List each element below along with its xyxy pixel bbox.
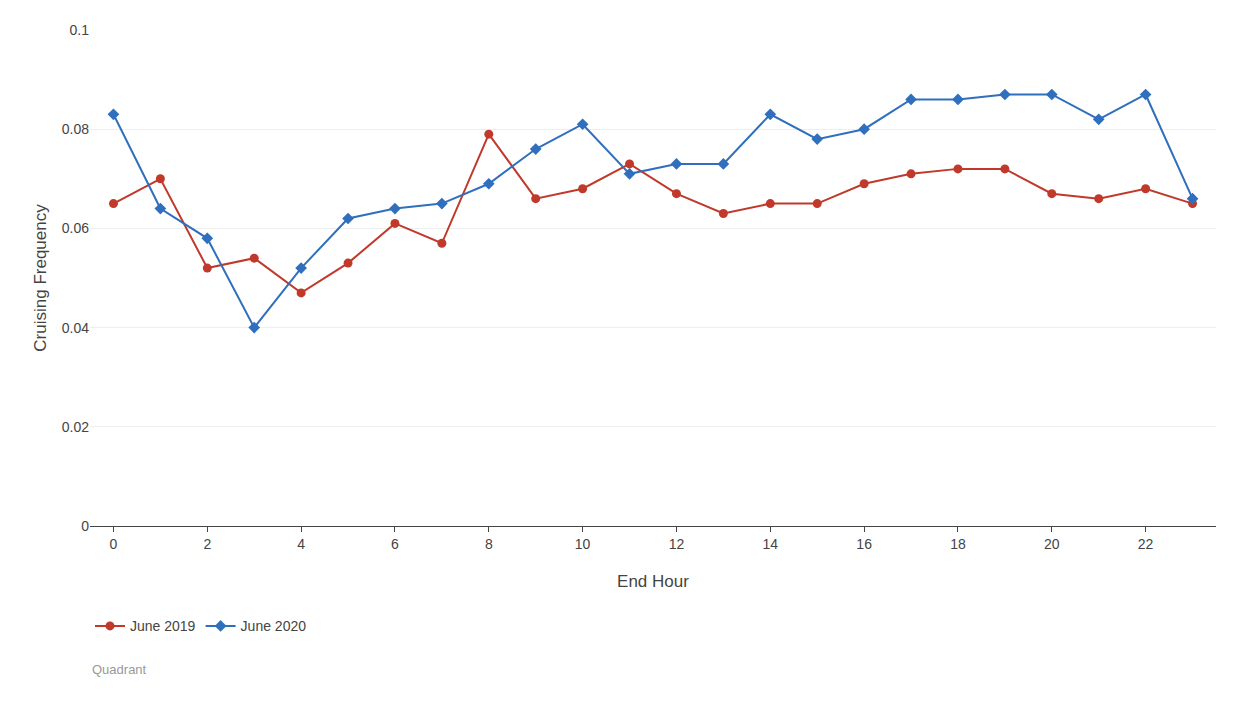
svg-text:0.04: 0.04 <box>62 320 89 336</box>
svg-text:20: 20 <box>1044 536 1060 552</box>
svg-text:June 2020: June 2020 <box>241 618 307 634</box>
svg-text:8: 8 <box>485 536 493 552</box>
svg-text:Cruising Frequency: Cruising Frequency <box>31 204 50 352</box>
svg-text:End Hour: End Hour <box>617 572 689 591</box>
svg-text:10: 10 <box>575 536 591 552</box>
svg-text:14: 14 <box>763 536 779 552</box>
svg-text:0.08: 0.08 <box>62 121 89 137</box>
svg-text:Quadrant: Quadrant <box>92 662 147 677</box>
svg-text:0.1: 0.1 <box>70 22 90 38</box>
svg-text:18: 18 <box>950 536 966 552</box>
svg-text:22: 22 <box>1138 536 1154 552</box>
svg-text:0.06: 0.06 <box>62 220 89 236</box>
svg-text:June 2019: June 2019 <box>130 618 196 634</box>
svg-text:0.02: 0.02 <box>62 419 89 435</box>
svg-text:12: 12 <box>669 536 685 552</box>
svg-text:0: 0 <box>81 518 89 534</box>
svg-text:0: 0 <box>110 536 118 552</box>
svg-text:6: 6 <box>391 536 399 552</box>
svg-text:16: 16 <box>856 536 872 552</box>
svg-text:2: 2 <box>203 536 211 552</box>
svg-text:4: 4 <box>297 536 305 552</box>
